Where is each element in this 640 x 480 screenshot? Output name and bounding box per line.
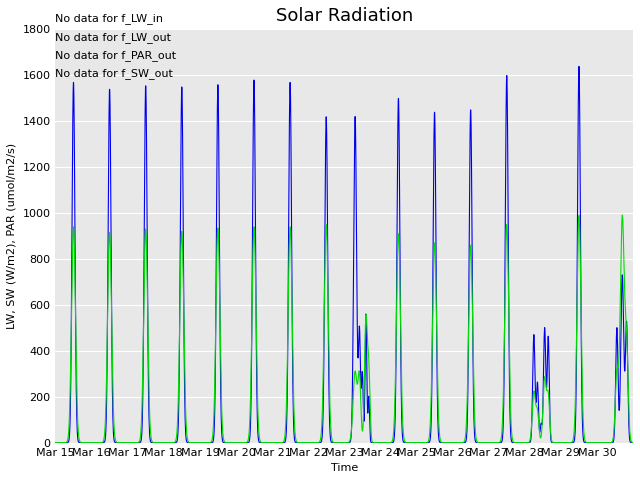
SW_in bbox=[531, 396, 539, 402]
SW_in bbox=[172, 439, 179, 444]
Line: SW_in: SW_in bbox=[56, 215, 633, 443]
SW_in bbox=[629, 440, 637, 445]
Text: No data for f_LW_in: No data for f_LW_in bbox=[56, 13, 163, 24]
SW_in bbox=[52, 440, 60, 445]
SW_in bbox=[503, 222, 511, 228]
SW_in bbox=[546, 420, 554, 426]
Y-axis label: LW, SW (W/m2), PAR (umol/m2/s): LW, SW (W/m2), PAR (umol/m2/s) bbox=[7, 143, 17, 329]
PAR_in bbox=[172, 440, 179, 445]
Text: No data for f_LW_out: No data for f_LW_out bbox=[56, 32, 172, 43]
SW_in bbox=[366, 388, 374, 394]
SW_in bbox=[593, 440, 601, 445]
PAR_in bbox=[593, 440, 601, 445]
PAR_in bbox=[531, 378, 539, 384]
PAR_in bbox=[52, 440, 60, 445]
X-axis label: Time: Time bbox=[331, 463, 358, 473]
PAR_in bbox=[503, 72, 511, 78]
Text: No data for f_PAR_out: No data for f_PAR_out bbox=[56, 50, 177, 61]
SW_in bbox=[397, 335, 404, 340]
PAR_in bbox=[546, 419, 554, 424]
PAR_in bbox=[575, 63, 583, 69]
Line: PAR_in: PAR_in bbox=[56, 66, 633, 443]
PAR_in bbox=[629, 440, 637, 445]
PAR_in bbox=[366, 422, 374, 428]
PAR_in bbox=[397, 346, 404, 351]
SW_in bbox=[618, 212, 626, 218]
Text: No data for f_SW_out: No data for f_SW_out bbox=[56, 68, 173, 79]
Title: Solar Radiation: Solar Radiation bbox=[276, 7, 413, 25]
